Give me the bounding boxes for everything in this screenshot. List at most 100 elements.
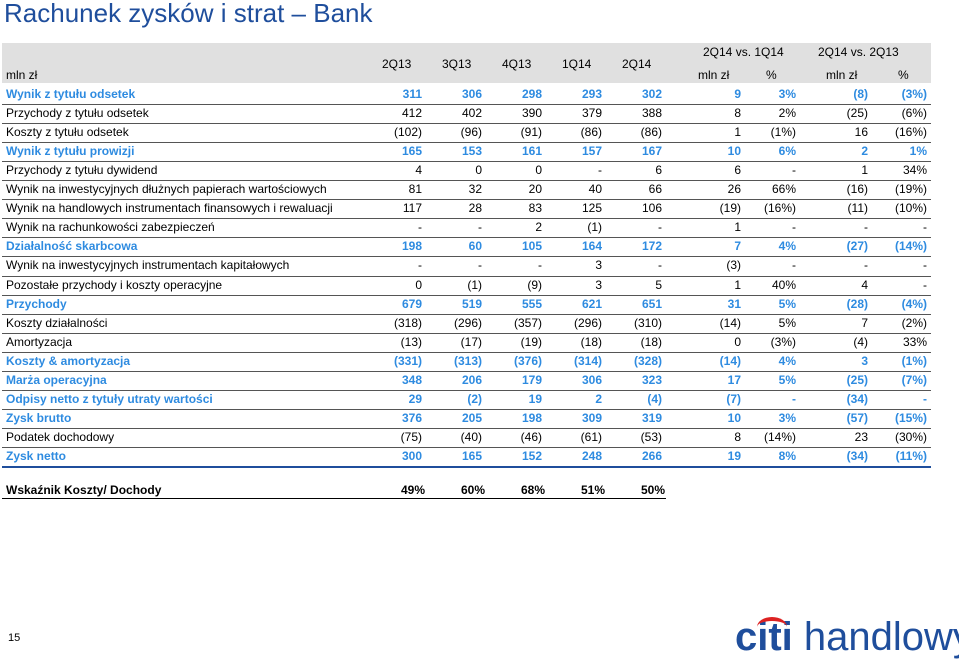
- ratio-value-4q13: 68%: [520, 483, 545, 497]
- cell-qoq-pct: -: [792, 163, 796, 178]
- ratio-value-2q14: 50%: [640, 483, 665, 497]
- cell-yoy-mln: 3: [861, 353, 868, 368]
- cell-1q14: (296): [573, 315, 602, 330]
- cell-yoy-pct: (2%): [901, 315, 927, 330]
- row-divider: [2, 390, 931, 391]
- cell-yoy-pct: -: [923, 277, 927, 292]
- cell-1q14: 306: [581, 372, 602, 387]
- cell-qoq-pct: (14%): [763, 429, 796, 444]
- cell-qoq-mln: 8: [734, 106, 741, 121]
- cell-3q13: 32: [468, 182, 482, 197]
- row-label: Wynik na rachunkowości zabezpieczeń: [6, 220, 215, 235]
- cell-qoq-mln: (7): [726, 391, 741, 406]
- group-header-yoy: 2Q14 vs. 2Q13: [818, 45, 899, 59]
- group-header-qoq: 2Q14 vs. 1Q14: [703, 45, 784, 59]
- cell-4q13: 83: [528, 201, 542, 216]
- cell-1q14: 3: [595, 258, 602, 273]
- cell-1q14: 40: [588, 182, 602, 197]
- cell-yoy-mln: (34): [846, 391, 868, 406]
- col-header-2q13: 2Q13: [382, 57, 412, 71]
- cell-2q13: 348: [401, 372, 422, 387]
- cell-qoq-pct: (1%): [770, 125, 796, 140]
- cell-yoy-mln: 23: [854, 429, 868, 444]
- row-divider: [2, 104, 931, 105]
- cell-yoy-pct: (19%): [894, 182, 927, 197]
- row-label: Koszty & amortyzacja: [6, 353, 131, 368]
- cell-1q14: 621: [581, 296, 602, 311]
- cell-yoy-mln: (25): [846, 106, 868, 121]
- row-label: Wynik z tytułu odsetek: [6, 87, 136, 101]
- row-divider: [2, 256, 931, 257]
- cell-4q13: 2: [535, 220, 542, 235]
- cell-3q13: (313): [453, 353, 482, 368]
- cell-1q14: (314): [573, 353, 602, 368]
- cell-3q13: (96): [460, 125, 482, 140]
- cell-2q14: 66: [648, 182, 662, 197]
- cell-3q13: 206: [461, 372, 482, 387]
- row-label: Zysk brutto: [6, 410, 72, 425]
- cell-yoy-mln: (16): [846, 182, 868, 197]
- row-label: Wynik na inwestycyjnych instrumentach ka…: [6, 258, 290, 273]
- cell-qoq-mln: 19: [727, 448, 741, 463]
- cell-2q14: 5: [655, 277, 662, 292]
- cell-qoq-mln: 10: [727, 144, 741, 159]
- citi-arc-icon: [757, 617, 787, 637]
- col-header-2q14: 2Q14: [622, 57, 652, 71]
- logo-handlowy-text: handlowy: [792, 615, 959, 659]
- cell-4q13: 19: [528, 391, 542, 406]
- cell-4q13: -: [538, 258, 542, 273]
- row-divider: [2, 142, 931, 143]
- row-divider: [2, 371, 931, 372]
- cell-1q14: 164: [581, 239, 602, 254]
- row-divider: [2, 218, 931, 219]
- cell-1q14: (18): [580, 334, 602, 349]
- cell-3q13: 28: [468, 201, 482, 216]
- row-label: Koszty działalności: [6, 315, 108, 330]
- cell-qoq-pct: (3%): [770, 334, 796, 349]
- cell-2q14: 266: [641, 448, 662, 463]
- cell-qoq-mln: 26: [727, 182, 741, 197]
- cell-3q13: 519: [461, 296, 482, 311]
- cell-2q13: -: [418, 220, 422, 235]
- cell-2q14: (328): [633, 353, 662, 368]
- cell-3q13: 306: [461, 87, 482, 101]
- row-divider: [2, 237, 931, 238]
- row-label: Marża operacyjna: [6, 372, 107, 387]
- row-divider: [2, 161, 931, 162]
- cell-1q14: (86): [580, 125, 602, 140]
- table-bottom-border: [2, 466, 931, 468]
- cell-2q13: 412: [401, 106, 422, 121]
- row-divider: [2, 314, 931, 315]
- cell-yoy-mln: (28): [846, 296, 868, 311]
- col-header-3q13: 3Q13: [442, 57, 472, 71]
- cell-2q14: (310): [633, 315, 662, 330]
- cell-2q14: 106: [641, 201, 662, 216]
- cell-3q13: (17): [460, 334, 482, 349]
- cell-2q14: 651: [641, 296, 662, 311]
- cell-2q13: 165: [401, 144, 422, 159]
- cell-3q13: 165: [461, 448, 482, 463]
- cell-2q13: (318): [393, 315, 422, 330]
- cell-yoy-pct: (30%): [894, 429, 927, 444]
- cell-1q14: 309: [581, 410, 602, 425]
- cell-1q14: 379: [581, 106, 602, 121]
- cell-qoq-pct: -: [792, 391, 796, 406]
- cell-yoy-pct: (15%): [894, 410, 927, 425]
- cell-yoy-pct: 33%: [902, 334, 927, 349]
- cell-2q13: 198: [401, 239, 422, 254]
- cell-yoy-pct: (4%): [901, 296, 927, 311]
- cell-qoq-mln: (14): [719, 353, 741, 368]
- cell-2q13: 117: [402, 201, 422, 216]
- cell-1q14: 2: [595, 391, 602, 406]
- cell-yoy-pct: (6%): [901, 106, 927, 121]
- cell-yoy-mln: 16: [854, 125, 868, 140]
- cell-3q13: (1): [467, 277, 482, 292]
- cell-yoy-mln: 4: [861, 277, 868, 292]
- cell-2q14: 167: [641, 144, 662, 159]
- row-divider: [2, 447, 931, 448]
- cell-qoq-mln: (19): [719, 201, 741, 216]
- cell-yoy-pct: -: [923, 258, 927, 273]
- ratio-value-3q13: 60%: [460, 483, 485, 497]
- cell-4q13: (9): [527, 277, 542, 292]
- cell-4q13: 298: [521, 87, 542, 101]
